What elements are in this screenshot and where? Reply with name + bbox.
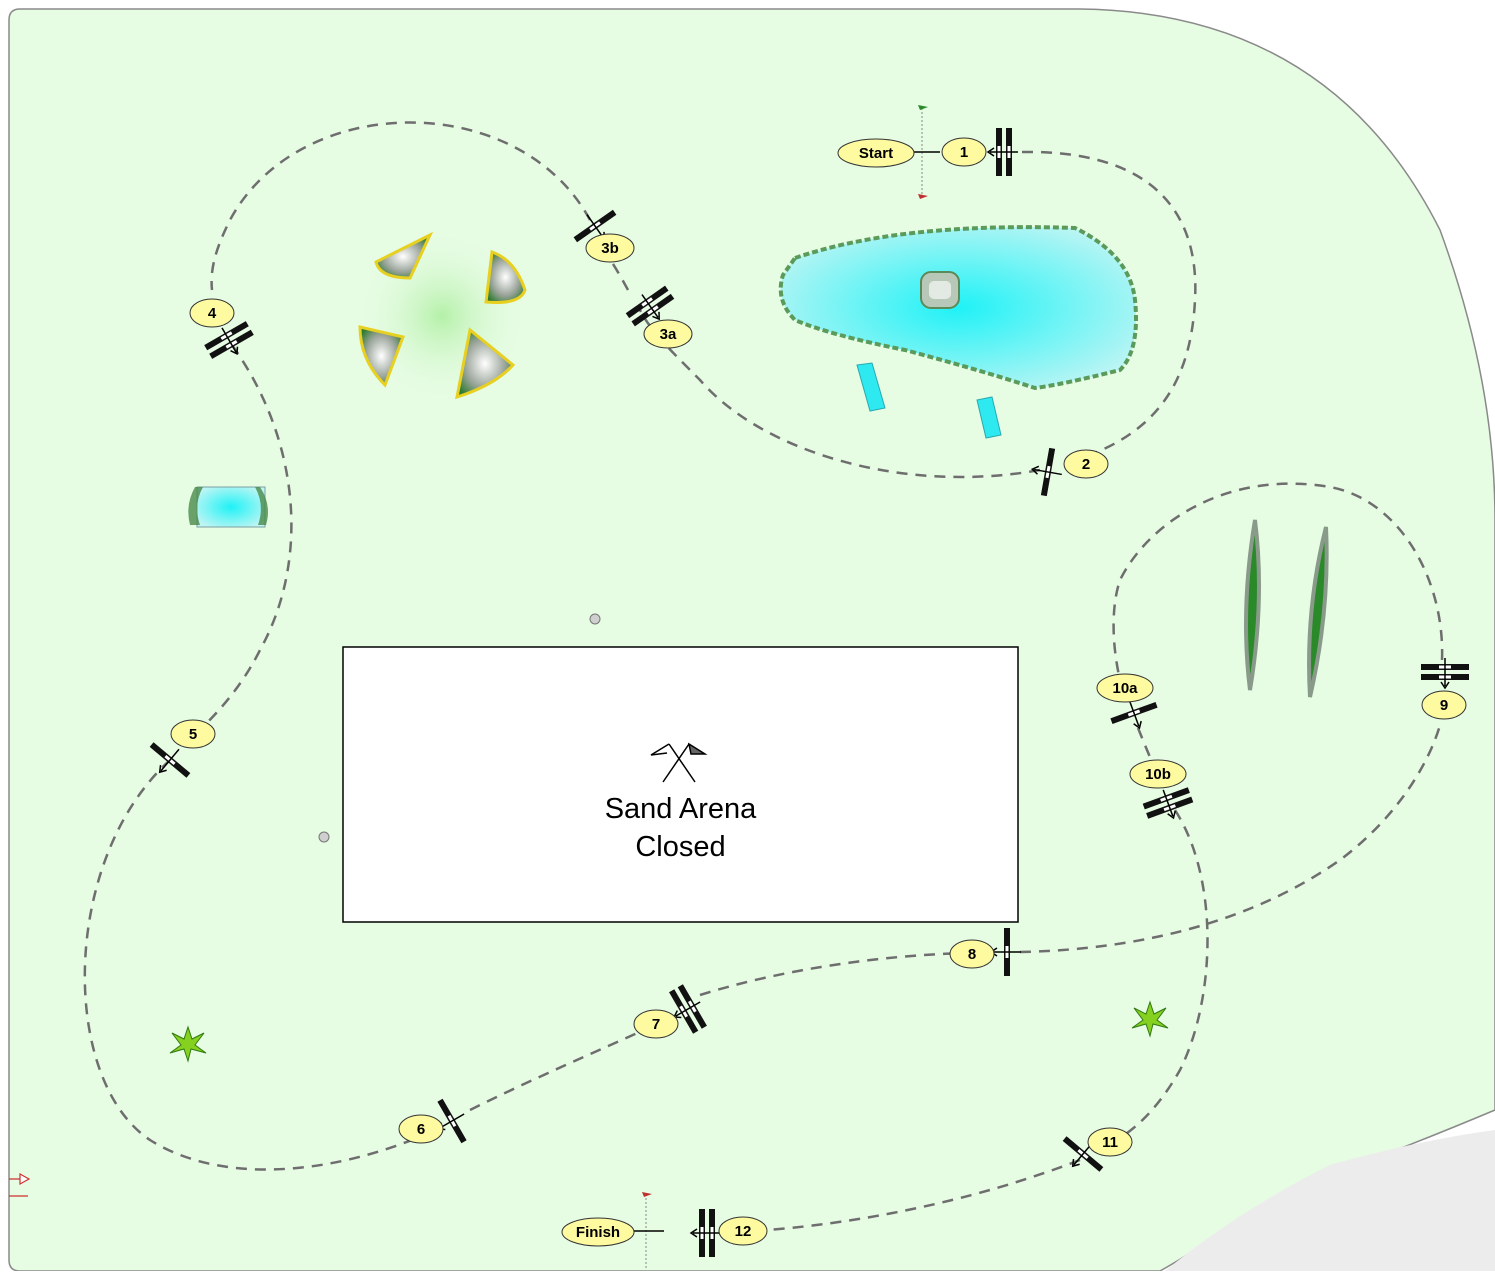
marker-label-2: 2 — [1063, 449, 1109, 479]
jump-fence-icon — [149, 742, 191, 778]
marker-label-5: 5 — [170, 719, 216, 749]
svg-text:1: 1 — [960, 144, 968, 161]
jump-fence-icon — [1142, 787, 1194, 820]
marker-dot — [589, 613, 601, 625]
jump-fence-icon — [669, 984, 707, 1034]
arena-title: Sand Arena — [604, 793, 757, 825]
svg-text:3b: 3b — [601, 240, 619, 257]
entry-arrow — [9, 1172, 31, 1197]
svg-text:5: 5 — [189, 726, 197, 743]
jump-fence-icon — [689, 1209, 721, 1257]
svg-text:Finish: Finish — [576, 1224, 620, 1241]
svg-text:7: 7 — [652, 1016, 660, 1033]
jump-fence-icon — [1110, 699, 1158, 730]
marker-label-1: 1 — [941, 137, 987, 167]
marker-label-11: 11 — [1087, 1127, 1133, 1157]
marker-label-10b: 10b — [1129, 759, 1187, 789]
jump-fence-icon — [1421, 658, 1469, 690]
marker-dot — [318, 831, 330, 843]
tree-line-icon — [1244, 519, 1329, 698]
svg-text:Start: Start — [859, 145, 893, 162]
svg-text:8: 8 — [968, 946, 976, 963]
jump-fence-icon — [989, 928, 1021, 976]
sand-arena — [342, 646, 1019, 923]
jump-fence-icon — [1030, 447, 1062, 497]
jump-fence-icon — [1062, 1136, 1104, 1172]
svg-text:10a: 10a — [1112, 680, 1138, 697]
marker-label-8: 8 — [949, 939, 995, 969]
jump-fence-icon — [986, 128, 1018, 176]
water-pond-icon — [778, 225, 1138, 439]
marker-label-start: Start — [837, 138, 915, 168]
marker-label-6: 6 — [398, 1114, 444, 1144]
marker-label-3a: 3a — [643, 319, 693, 349]
arena-status: Closed — [635, 831, 726, 863]
marker-label-finish: Finish — [561, 1217, 635, 1247]
jump-fence-icon — [204, 321, 254, 359]
start-line — [912, 105, 940, 199]
finish-line — [630, 1192, 664, 1268]
svg-text:3a: 3a — [660, 326, 677, 343]
bush-icon — [169, 1000, 1169, 1063]
svg-text:12: 12 — [735, 1223, 752, 1240]
svg-text:4: 4 — [208, 305, 217, 322]
arena-label: Sand Arena Closed — [343, 790, 1018, 866]
marker-label-3b: 3b — [585, 233, 635, 263]
svg-text:10b: 10b — [1145, 766, 1171, 783]
svg-text:2: 2 — [1082, 456, 1090, 473]
marker-label-10a: 10a — [1096, 673, 1154, 703]
grove-icon — [357, 231, 527, 401]
water-pool-icon — [188, 486, 268, 528]
svg-text:9: 9 — [1440, 697, 1448, 714]
field-area — [8, 8, 1495, 1272]
crossed-flags-icon — [650, 742, 708, 783]
marker-label-12: 12 — [718, 1216, 768, 1246]
marker-label-7: 7 — [633, 1009, 679, 1039]
off-field-corner — [1165, 1130, 1495, 1271]
marker-label-9: 9 — [1421, 690, 1467, 720]
svg-text:6: 6 — [417, 1121, 425, 1138]
svg-text:11: 11 — [1102, 1134, 1118, 1151]
marker-label-4: 4 — [189, 298, 235, 328]
jump-fence-icon — [625, 285, 675, 327]
